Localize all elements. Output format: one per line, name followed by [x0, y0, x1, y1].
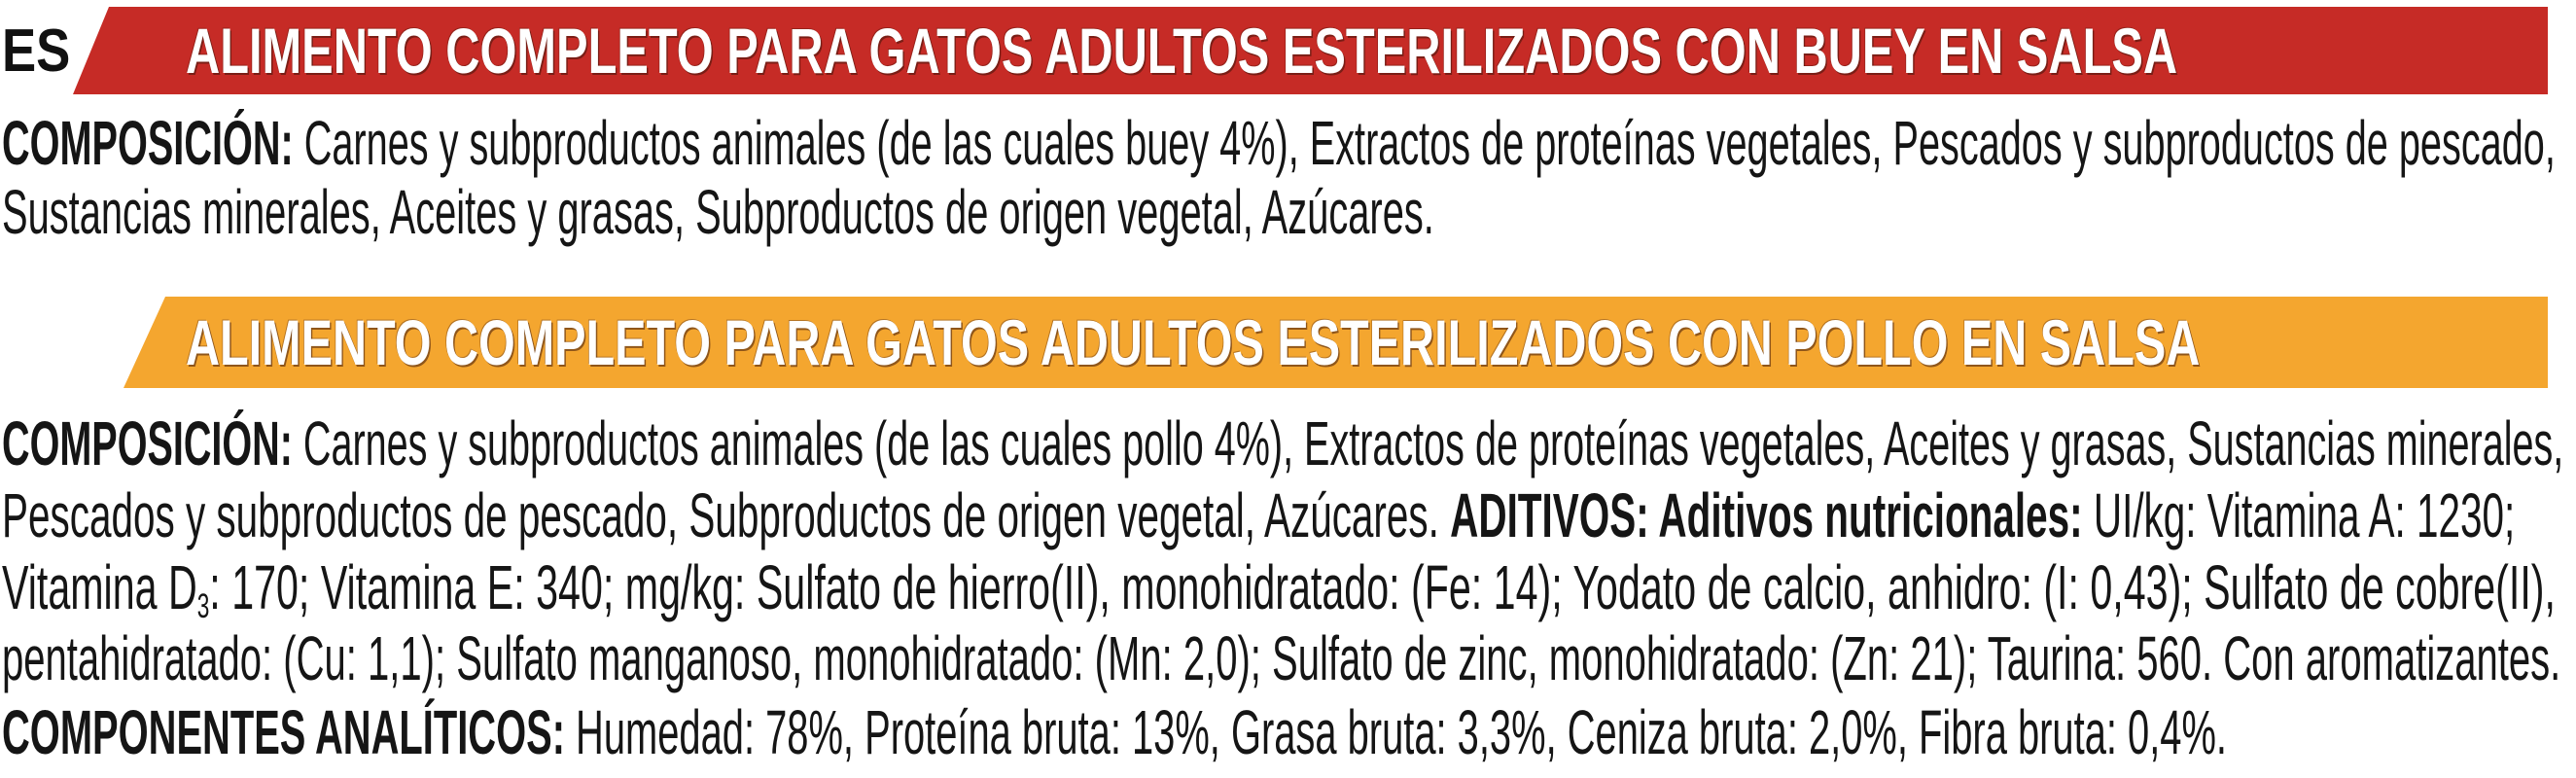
text-line: COMPONENTES ANALÍTICOS: Humedad: 78%, Pr… — [2, 699, 2227, 765]
text-segment: pentahidratado: (Cu: 1,1); Sulfato manga… — [2, 623, 2561, 693]
bold-label: COMPONENTES ANALÍTICOS: — [2, 697, 565, 767]
text-segment: UI/kg: Vitamina A: 1230; — [2082, 480, 2516, 550]
text-line: Pescados y subproductos de pescado, Subp… — [2, 482, 2515, 548]
chicken-product-title: ALIMENTO COMPLETO PARA GATOS ADULTOS EST… — [186, 306, 2201, 378]
text-line: Sustancias minerales, Aceites y grasas, … — [2, 179, 1434, 245]
beef-banner-shape — [73, 7, 2548, 94]
text-segment: Pescados y subproductos de pescado, Subp… — [2, 480, 1451, 550]
text-line: COMPOSICIÓN: Carnes y subproductos anima… — [2, 410, 2563, 477]
text-segment: Carnes y subproductos animales (de las c… — [292, 408, 2564, 478]
beef-product-title: ALIMENTO COMPLETO PARA GATOS ADULTOS EST… — [186, 15, 2178, 87]
text-line: pentahidratado: (Cu: 1,1); Sulfato manga… — [2, 625, 2560, 691]
chicken-product-banner: ALIMENTO COMPLETO PARA GATOS ADULTOS EST… — [0, 297, 2576, 388]
subscript: 3 — [196, 586, 210, 625]
text-segment: Sustancias minerales, Aceites y grasas, … — [2, 177, 1434, 247]
text-segment: Vitamina D — [2, 552, 197, 622]
language-code: ES — [2, 18, 71, 85]
bold-label: COMPOSICIÓN: — [2, 408, 293, 478]
text-line: Vitamina D3: 170; Vitamina E: 340; mg/kg… — [2, 552, 2556, 623]
text-segment: Humedad: 78%, Proteína bruta: 13%, Grasa… — [564, 697, 2227, 767]
bold-label: COMPOSICIÓN: — [2, 108, 294, 178]
chicken-banner-shape — [124, 297, 2548, 388]
text-segment: Carnes y subproductos animales (de las c… — [293, 108, 2556, 178]
beef-product-banner: ALIMENTO COMPLETO PARA GATOS ADULTOS EST… — [0, 7, 2576, 94]
text-segment: : 170; Vitamina E: 340; mg/kg: Sulfato d… — [209, 552, 2556, 622]
text-line: COMPOSICIÓN: Carnes y subproductos anima… — [2, 110, 2556, 176]
bold-label: ADITIVOS: Aditivos nutricionales: — [1450, 480, 2083, 550]
